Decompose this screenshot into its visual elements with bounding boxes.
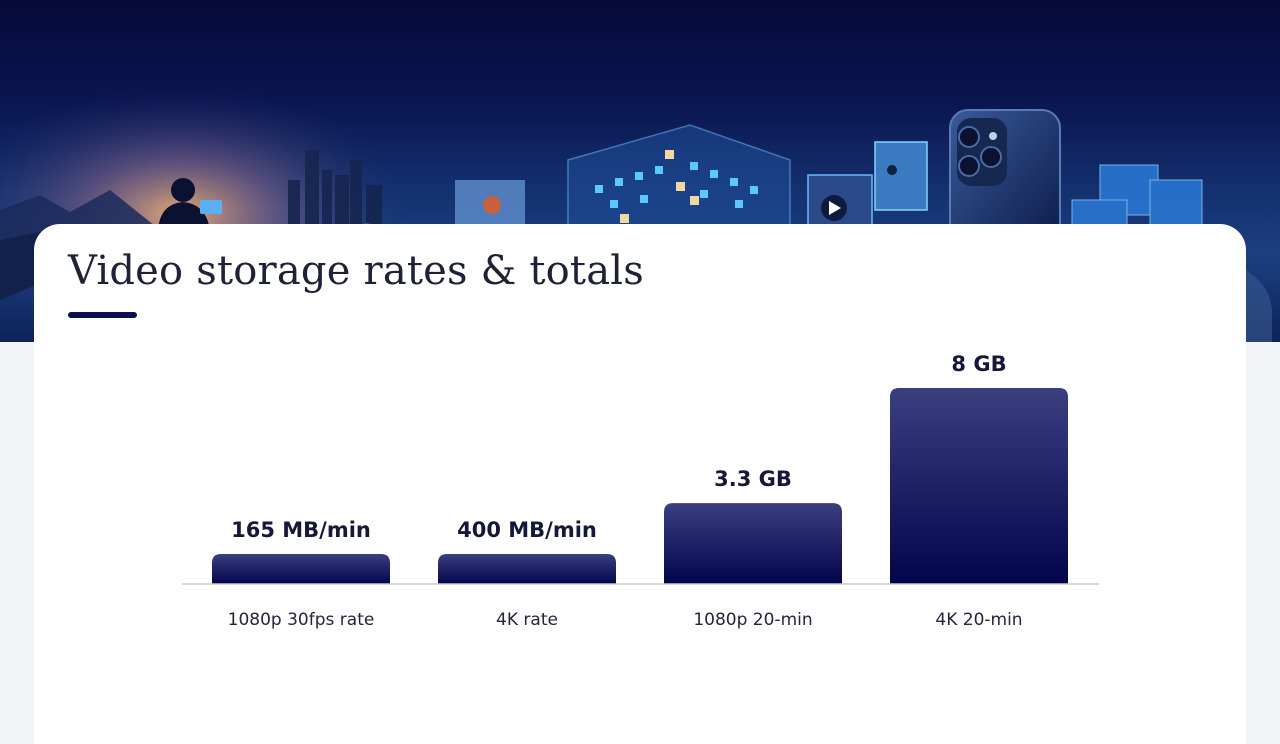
slide-title: Video storage rates & totals xyxy=(68,248,644,294)
storage-cubes xyxy=(1071,164,1203,241)
bar-0 xyxy=(212,554,390,584)
bar-1 xyxy=(438,554,616,584)
bar-3 xyxy=(890,388,1068,584)
value-label-1: 400 MB/min xyxy=(457,518,597,542)
bar-2 xyxy=(664,503,842,584)
title-underline xyxy=(68,312,137,318)
category-label-2: 1080p 20-min xyxy=(693,610,812,630)
city-skyline xyxy=(288,150,382,230)
surfer-photo xyxy=(807,141,928,226)
data-cube-grid xyxy=(567,124,791,241)
play-icon xyxy=(829,201,841,215)
category-label-0: 1080p 30fps rate xyxy=(228,610,375,630)
value-label-3: 8 GB xyxy=(951,352,1006,376)
category-label-3: 4K 20-min xyxy=(935,610,1022,630)
photographer-silhouette xyxy=(158,178,222,230)
value-label-0: 165 MB/min xyxy=(231,518,371,542)
bar-chart: 165 MB/min 1080p 30fps rate 400 MB/min 4K r… xyxy=(182,352,1099,630)
smartphone-camera xyxy=(949,109,1061,246)
category-label-1: 4K rate xyxy=(496,610,558,630)
value-label-2: 3.3 GB xyxy=(714,467,792,491)
